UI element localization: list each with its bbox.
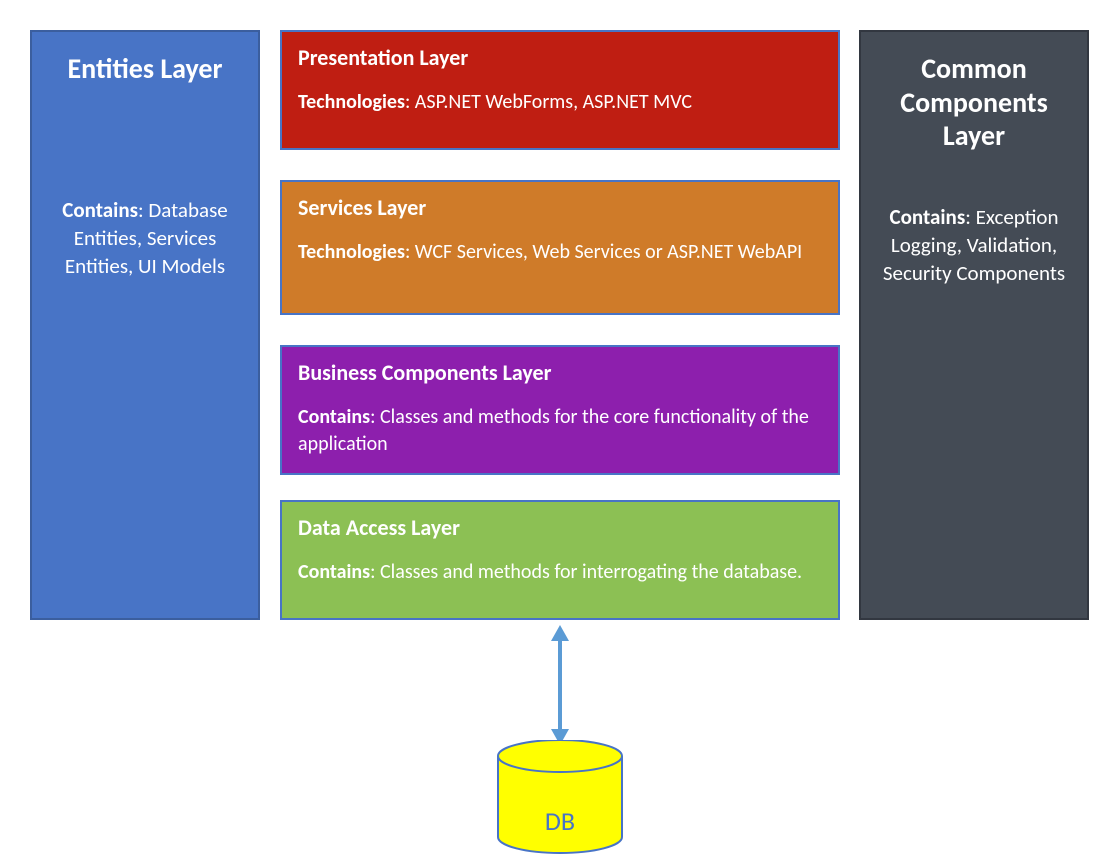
layer-title: Presentation Layer [298,44,822,71]
common-components-body-label: Contains [889,204,965,230]
layer-body-text: : WCF Services, Web Services or ASP.NET … [405,240,802,264]
layer-body-text: : ASP.NET WebForms, ASP.NET MVC [405,90,692,114]
layer-body: Technologies: ASP.NET WebForms, ASP.NET … [298,89,822,116]
entities-layer-body: Contains: Database Entities, Services En… [46,196,244,281]
layer-body: Contains: Classes and methods for the co… [298,404,822,458]
layer-body-label: Technologies [298,240,405,264]
layer-body-label: Contains [298,560,370,584]
layer-title: Data Access Layer [298,514,822,541]
layer-title: Services Layer [298,194,822,221]
db-arrow [545,625,575,745]
layer-title: Business Components Layer [298,359,822,386]
layer-body: Contains: Classes and methods for interr… [298,559,822,586]
entities-layer-body-label: Contains [62,197,138,223]
layer-body: Technologies: WCF Services, Web Services… [298,239,822,266]
layer-box: Business Components Layer Contains: Class… [280,345,840,475]
layer-body-label: Technologies [298,90,405,114]
common-components-title: Common Components Layer [875,52,1073,153]
entities-layer-title: Entities Layer [46,52,244,86]
database-cylinder: DB [490,740,630,855]
layer-body-text: : Classes and methods for the core funct… [298,405,809,456]
layer-box: Data Access Layer Contains: Classes and m… [280,500,840,620]
layer-box: Presentation Layer Technologies: ASP.NET … [280,30,840,150]
layer-box: Services Layer Technologies: WCF Services… [280,180,840,315]
layer-body-label: Contains [298,405,370,429]
layer-body-text: : Classes and methods for interrogating … [370,560,802,584]
database-label: DB [490,805,630,837]
common-components-panel: Common Components Layer Contains: Except… [859,30,1089,620]
common-components-body: Contains: Exception Logging, Validation,… [875,203,1073,288]
entities-layer-panel: Entities Layer Contains: Database Entiti… [30,30,260,620]
